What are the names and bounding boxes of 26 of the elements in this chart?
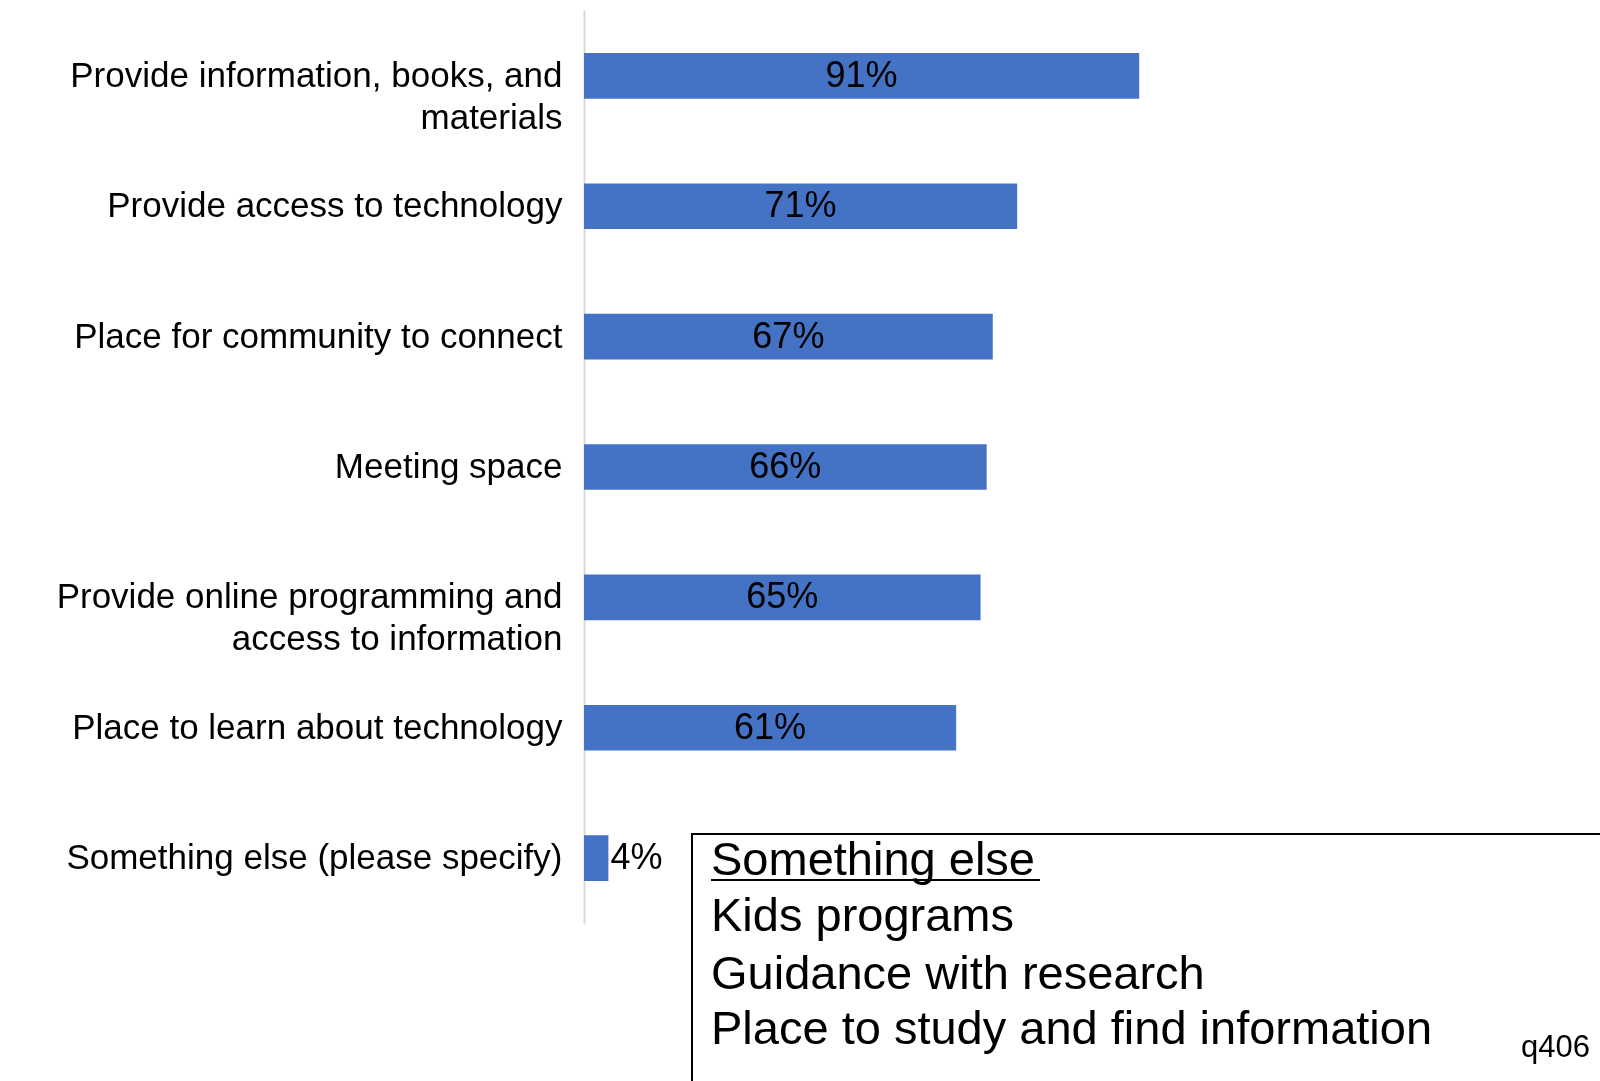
data-label: 61%	[734, 705, 807, 747]
bar	[584, 835, 609, 881]
data-label: 4%	[610, 836, 663, 878]
bar	[584, 574, 981, 621]
text: Place to study and find information	[711, 1001, 1433, 1054]
text: q406	[1521, 1029, 1590, 1064]
y-tick-label: Place to learn about technology	[72, 706, 563, 746]
text: Guidance with research	[711, 946, 1205, 999]
bar	[584, 183, 1018, 230]
data-label: 66%	[749, 445, 822, 486]
bar	[584, 444, 987, 490]
y-tick-label: Something else (please specify)	[66, 837, 563, 877]
annotation: Kids programs	[711, 888, 1014, 941]
bar	[584, 704, 957, 751]
data-label: 65%	[746, 575, 819, 617]
y-tick-label: Provide access to technology	[107, 185, 563, 225]
data-label: 91%	[825, 53, 898, 95]
data-label: 71%	[764, 184, 837, 226]
y-tick-label: Meeting space	[334, 446, 563, 485]
y-tick-label: Provide online programming and access to information	[56, 576, 563, 658]
y-tick-label: Place for community to connect	[74, 315, 563, 355]
bar	[584, 313, 993, 360]
y-tick-label: Provide information, books, and materials	[70, 54, 563, 136]
annotation: Something else	[711, 832, 1035, 885]
data-label: 67%	[752, 314, 825, 356]
bar	[584, 53, 1140, 99]
